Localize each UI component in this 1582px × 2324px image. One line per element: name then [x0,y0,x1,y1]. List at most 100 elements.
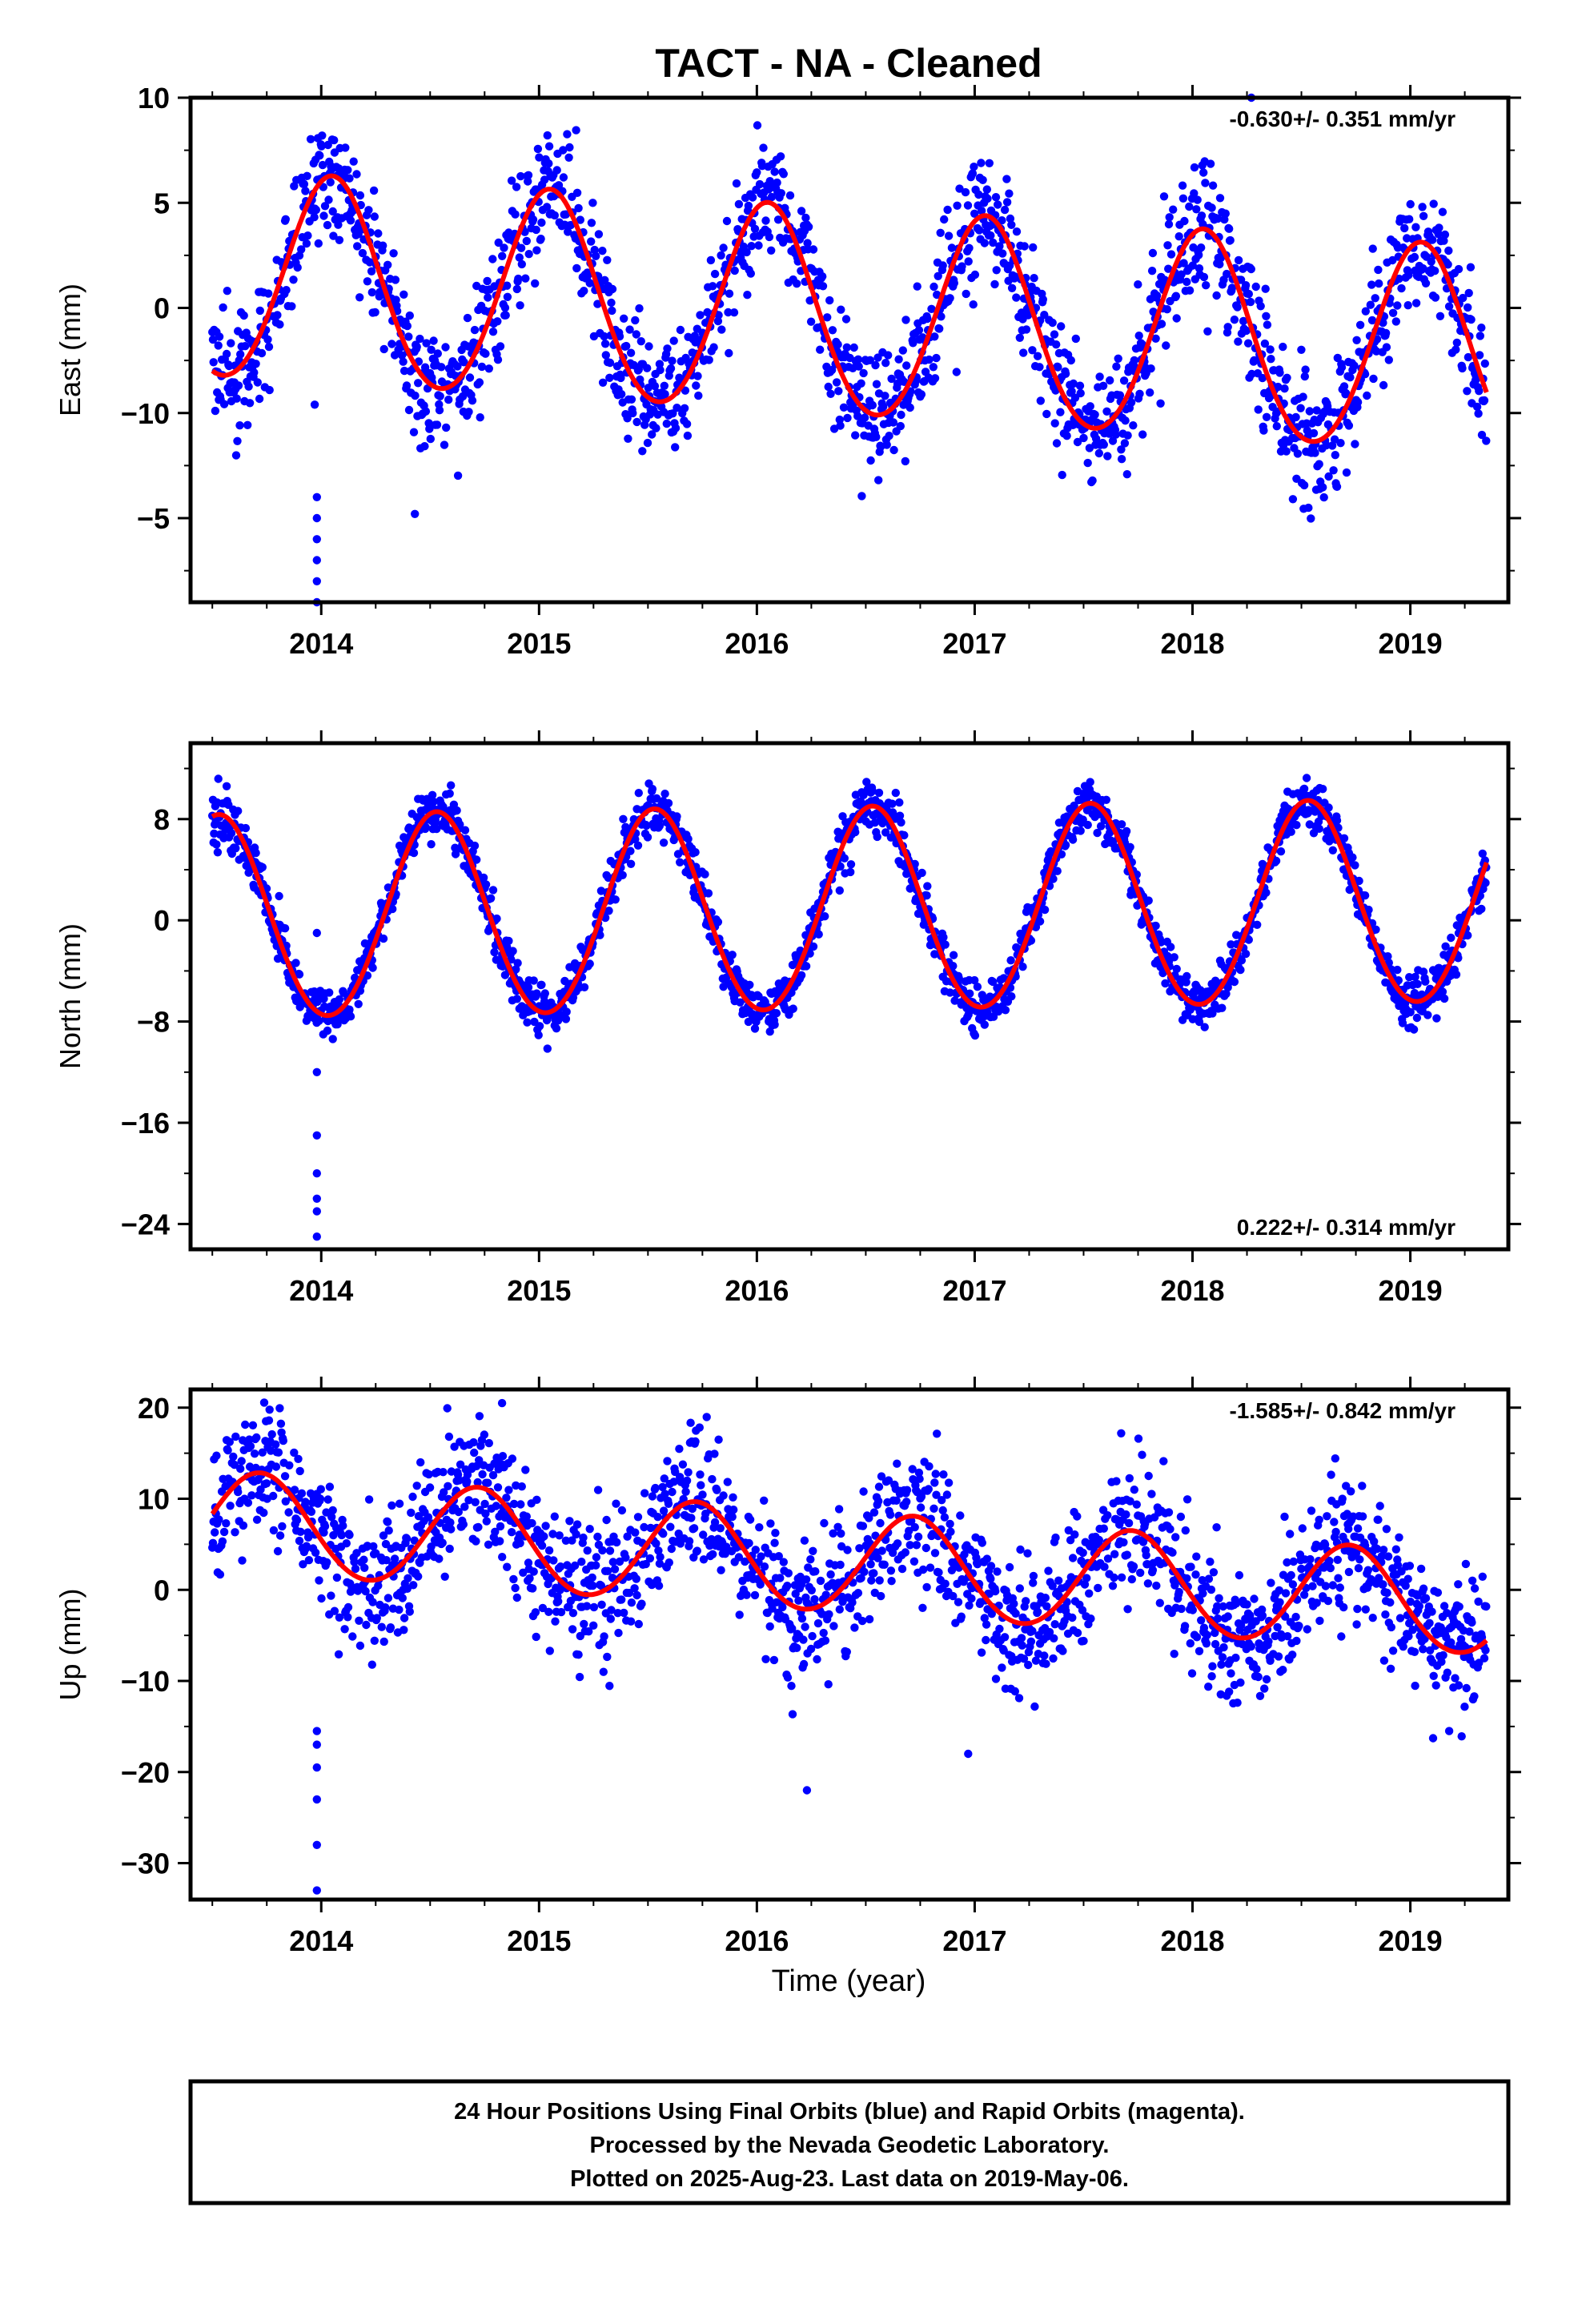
data-point [750,224,760,233]
data-point [806,1555,815,1564]
data-point [1280,384,1289,393]
data-point [435,1554,444,1563]
data-point [1406,199,1415,209]
data-point [980,239,990,247]
data-point [617,1506,627,1515]
data-point [1193,195,1202,204]
data-point [626,859,636,869]
data-point [874,1497,883,1506]
data-point [1339,382,1349,391]
data-point [936,228,945,237]
data-point [1246,297,1255,307]
up-points [208,1398,1491,1895]
data-point [643,833,652,842]
data-point [1122,826,1131,836]
data-point [403,321,412,331]
data-point [891,788,901,798]
data-point [552,166,561,175]
data-point [1076,826,1085,835]
data-point [1052,340,1061,349]
data-point [1197,243,1206,252]
data-point [680,404,689,412]
data-point [346,216,355,225]
data-point [1272,422,1282,431]
data-point [1303,426,1312,435]
data-point [1419,211,1428,220]
data-point [1307,514,1315,523]
data-point [265,385,274,395]
data-point [842,343,852,352]
data-point [1432,1014,1441,1023]
data-point [437,363,446,372]
data-point [823,313,832,322]
data-point [671,424,681,432]
data-point [213,848,223,857]
data-point [274,1448,283,1457]
data-point [598,247,607,255]
data-point [705,356,713,364]
data-point [231,844,240,853]
data-point [212,1451,221,1460]
data-point [660,381,669,390]
y-tick-label: 0 [154,904,170,937]
data-point [311,205,320,215]
data-point [930,332,939,341]
data-point [501,311,510,320]
data-point [384,1526,393,1535]
data-point [524,177,532,186]
data-point [1022,325,1031,334]
data-point [496,1537,504,1546]
data-point [315,151,324,160]
data-point [536,235,545,243]
data-point [1400,223,1409,233]
data-point [234,806,243,815]
data-point [534,1031,543,1039]
data-point [1477,904,1486,914]
data-point [1319,493,1328,502]
data-point [682,1476,692,1486]
data-point [343,1602,353,1612]
data-point [390,1554,400,1563]
data-point [627,1598,636,1607]
data-point [1421,977,1430,986]
data-point [755,1523,764,1532]
data-point [1185,202,1194,211]
data-point [986,231,995,240]
data-point [325,1482,335,1491]
y-tick-label: 10 [138,82,170,115]
data-point [1000,205,1010,215]
data-point [208,335,218,344]
data-point [327,1591,335,1600]
data-point [362,1620,371,1630]
data-point [998,249,1007,258]
data-point [617,1595,626,1604]
data-point [354,999,363,1009]
data-point [248,1421,258,1430]
data-point [1007,283,1017,292]
data-point [323,1495,332,1504]
data-point [839,403,849,412]
data-point [877,1546,886,1555]
data-point [484,1540,493,1550]
data-point [825,1610,833,1619]
data-point [414,379,423,388]
data-point [1404,271,1413,279]
data-point [517,1482,526,1491]
data-point [1366,300,1375,309]
data-point [605,1682,614,1691]
data-point [416,334,424,344]
data-point [1304,503,1313,513]
data-point [821,912,829,921]
data-point [508,1454,517,1463]
data-point [550,211,559,220]
data-point [632,417,641,427]
data-point [1068,835,1078,844]
data-point [484,1478,492,1487]
data-point [514,274,523,283]
data-point [1200,1023,1209,1031]
data-point [887,374,896,384]
data-point [969,300,978,309]
data-point [666,1522,675,1531]
data-point [689,1524,699,1533]
data-point [1007,220,1016,229]
